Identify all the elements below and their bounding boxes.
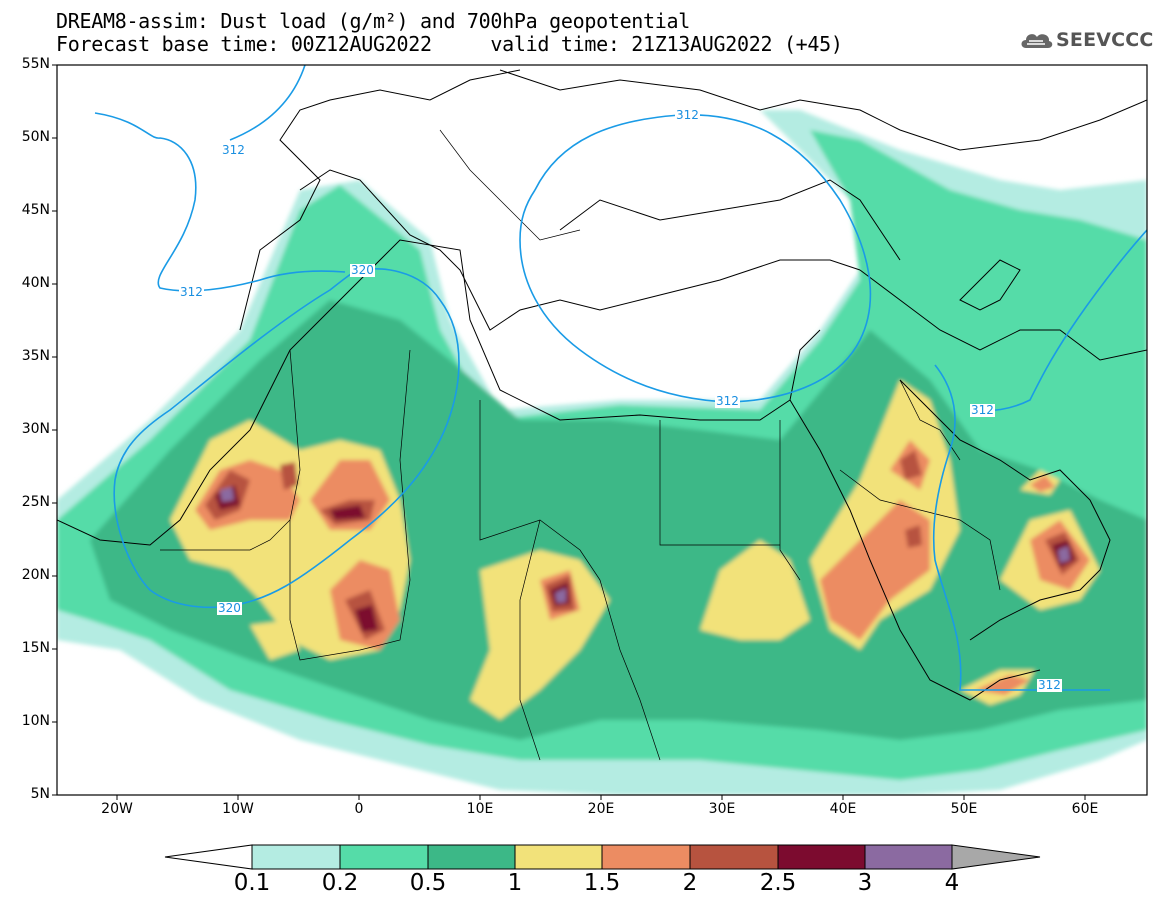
lon-tick-label: 10W bbox=[222, 801, 254, 817]
lon-tick-label: 30E bbox=[708, 801, 736, 817]
lat-tick-label: 5N bbox=[30, 786, 50, 802]
lon-tick-label: 50E bbox=[950, 801, 978, 817]
colorbar-label: 4 bbox=[944, 870, 960, 896]
colorbar-swatch-1 bbox=[251, 844, 341, 870]
colorbar-swatch-2 bbox=[339, 844, 429, 870]
lon-tick-label: 40E bbox=[829, 801, 857, 817]
colorbar-label: 0.1 bbox=[233, 870, 271, 896]
lat-tick-label: 50N bbox=[21, 129, 50, 145]
colorbar-swatch-3 bbox=[427, 844, 516, 870]
cloud-logo-icon bbox=[1021, 34, 1053, 48]
lat-tick-label: 15N bbox=[21, 640, 50, 656]
lat-tick-label: 10N bbox=[21, 713, 50, 729]
colorbar-label: 3 bbox=[857, 870, 873, 896]
lat-tick-label: 45N bbox=[21, 202, 50, 218]
seevccc-logo: SEEVCCC bbox=[1018, 26, 1158, 56]
geopotential-contours bbox=[94, 65, 1147, 691]
colorbar-label: 0.2 bbox=[321, 870, 359, 896]
lat-tick-label: 55N bbox=[21, 56, 50, 72]
dust-field bbox=[57, 65, 1147, 795]
colorbar-high-triangle bbox=[951, 844, 1041, 870]
colorbar-swatch-6 bbox=[689, 844, 779, 870]
colorbar-label: 1 bbox=[507, 870, 523, 896]
contour-label: 312 bbox=[1037, 678, 1062, 692]
lon-tick-label: 60E bbox=[1071, 801, 1099, 817]
axis-ticks bbox=[52, 64, 1086, 800]
chart-title-line2: Forecast base time: 00Z12AUG2022 valid t… bbox=[56, 32, 843, 56]
colorbar-swatch-5 bbox=[601, 844, 691, 870]
country-borders bbox=[160, 129, 1001, 761]
colorbar-label: 2 bbox=[682, 870, 698, 896]
colorbar-label: 2.5 bbox=[759, 870, 797, 896]
colorbar-label: 0.5 bbox=[409, 870, 447, 896]
logo-text: SEEVCCC bbox=[1056, 29, 1154, 51]
contour-label: 312 bbox=[970, 403, 995, 417]
contour-label: 312 bbox=[179, 285, 204, 299]
lat-tick-label: 35N bbox=[21, 348, 50, 364]
coastlines bbox=[57, 69, 1147, 701]
lat-tick-label: 40N bbox=[21, 275, 50, 291]
colorbar bbox=[164, 844, 1041, 870]
colorbar-swatch-4 bbox=[514, 844, 603, 870]
lat-tick-label: 25N bbox=[21, 494, 50, 510]
colorbar-low-triangle bbox=[164, 844, 253, 870]
colorbar-swatch-8 bbox=[864, 844, 953, 870]
chart-title-line1: DREAM8-assim: Dust load (g/m²) and 700hP… bbox=[56, 9, 691, 33]
lon-tick-label: 0 bbox=[354, 801, 364, 817]
dust-level-4 bbox=[220, 487, 234, 502]
lon-tick-label: 10E bbox=[466, 801, 494, 817]
lon-tick-label: 20W bbox=[101, 801, 133, 817]
contour-label: 312 bbox=[715, 394, 740, 408]
contour-label: 320 bbox=[217, 601, 242, 615]
contour-label: 320 bbox=[350, 263, 375, 277]
contour-label: 312 bbox=[221, 143, 246, 157]
lat-tick-label: 30N bbox=[21, 421, 50, 437]
lat-tick-label: 20N bbox=[21, 567, 50, 583]
colorbar-label: 1.5 bbox=[583, 870, 621, 896]
lon-tick-label: 20E bbox=[587, 801, 615, 817]
contour-label: 312 bbox=[675, 108, 700, 122]
colorbar-swatch-7 bbox=[777, 844, 866, 870]
